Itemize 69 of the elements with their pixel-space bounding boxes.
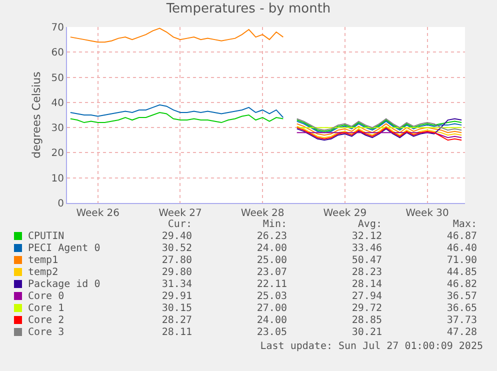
line-series	[296, 118, 462, 131]
text: 46.87	[446, 231, 477, 243]
x-tick-label: Week 28	[240, 208, 284, 219]
legend-label: CPUTIN	[27, 231, 66, 243]
text: 27.80	[160, 255, 192, 267]
text: Max:	[452, 219, 477, 231]
text: 28.85	[350, 315, 382, 327]
text: 28.27	[160, 315, 192, 327]
legend-label: temp2	[27, 267, 60, 279]
text: Cur:	[166, 219, 192, 231]
text: Avg:	[356, 219, 382, 231]
legend-label: PECI Agent 0	[27, 243, 102, 255]
x-tick-label: Week 27	[158, 208, 202, 219]
text: 71.90	[446, 255, 477, 267]
y-tick-label: 70	[51, 22, 64, 34]
x-tick-label: Week 26	[76, 208, 120, 219]
y-tick-label: 40	[51, 98, 64, 109]
x-tick-label: Week 29	[323, 208, 367, 219]
legend-label: Core 1	[27, 303, 66, 315]
text: 24.00	[256, 243, 287, 255]
y-axis-title: degrees Celsius	[30, 71, 43, 158]
legend-label: Core 0	[27, 291, 66, 303]
text: Min:	[262, 219, 287, 231]
text: 46.82	[446, 279, 477, 291]
text: 31.34	[160, 279, 192, 291]
line-series	[296, 118, 462, 141]
y-tick-label: 20	[51, 148, 64, 160]
text: 50.47	[350, 255, 382, 267]
text: 22.11	[256, 279, 287, 291]
text: 28.11	[160, 327, 192, 339]
text: 46.40	[446, 243, 477, 255]
text: 27.94	[350, 291, 382, 303]
line-series	[296, 126, 462, 138]
text: 25.03	[256, 291, 287, 303]
text: 28.14	[350, 279, 382, 291]
text: 28.23	[350, 267, 382, 279]
text: 23.05	[256, 327, 287, 339]
text: 44.85	[446, 267, 477, 279]
text: 32.12	[350, 231, 382, 243]
text: 29.40	[160, 231, 192, 243]
chart-title: Temperatures - by month	[165, 2, 331, 17]
text: Last update: Sun Jul 27 01:00:09 2025	[260, 341, 483, 352]
text: 36.57	[446, 291, 477, 303]
legend-label: Core 3	[27, 327, 66, 339]
text: 36.65	[446, 303, 477, 315]
text: 30.15	[160, 303, 192, 315]
y-tick-label: 10	[51, 173, 64, 184]
y-tick-label: 30	[51, 123, 64, 134]
legend-label: temp1	[27, 255, 60, 267]
text: 27.00	[256, 303, 287, 315]
text: 29.80	[160, 267, 192, 279]
text: 25.00	[256, 255, 287, 267]
legend-label: Package id 0	[27, 279, 102, 291]
line-series	[296, 127, 462, 141]
text: 30.52	[160, 243, 192, 255]
legend-label: Core 2	[27, 315, 66, 327]
text: 37.73	[446, 315, 477, 327]
x-tick-label: Week 30	[406, 208, 449, 219]
text: 33.46	[350, 243, 382, 255]
text: 29.91	[160, 291, 192, 303]
text: 29.72	[350, 303, 382, 315]
y-tick-label: 60	[51, 48, 64, 59]
text: 47.28	[446, 327, 477, 339]
y-tick-label: 50	[51, 72, 64, 84]
text: 30.21	[350, 327, 382, 339]
text: 23.07	[256, 267, 287, 279]
text: 26.23	[256, 231, 287, 243]
text: 24.00	[256, 315, 287, 327]
y-tick-label: 0	[58, 198, 64, 210]
